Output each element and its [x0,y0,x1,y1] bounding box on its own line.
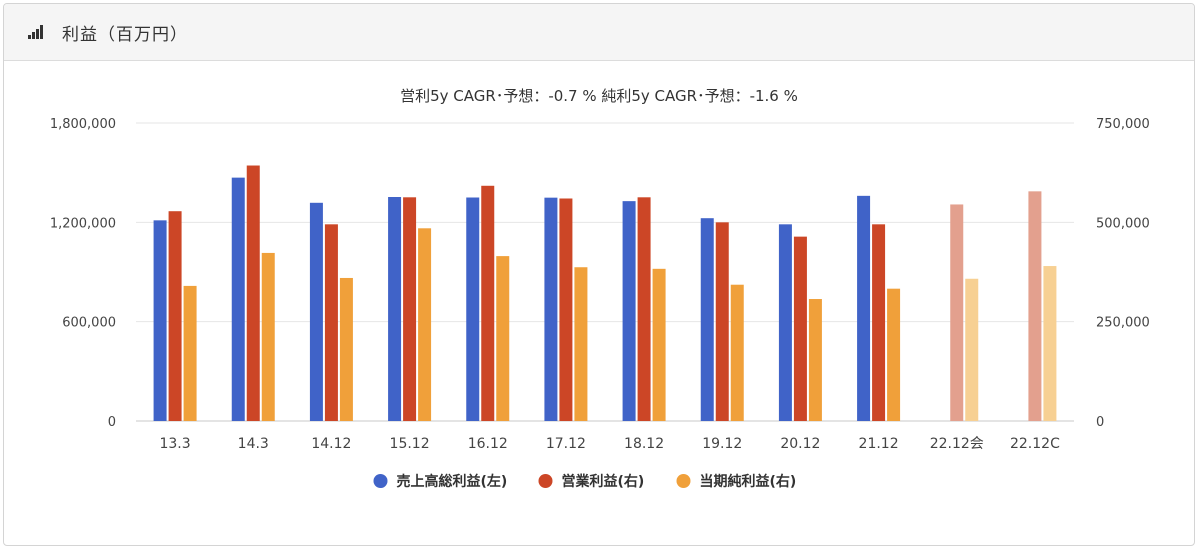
left-tick-label: 0 [108,415,116,430]
left-tick-label: 600,000 [62,316,116,331]
bar [1043,266,1057,421]
x-tick-label: 17.12 [546,436,586,452]
x-tick-label: 13.3 [159,436,190,452]
bar [574,267,588,421]
bar [1028,191,1042,421]
x-tick-label: 22.12会 [930,436,984,452]
bar [793,236,807,421]
left-tick-label: 1,200,000 [50,216,116,231]
bar [496,256,510,421]
bar [637,197,651,421]
chart-title: 営利5y CAGR･予想：-0.7 % 純利5y CAGR･予想：-1.6 % [400,87,798,105]
panel-title: 利益（百万円） [62,24,188,45]
bar [622,201,636,421]
right-tick-label: 0 [1096,415,1104,430]
right-tick-label: 500,000 [1096,216,1150,231]
bar [388,197,402,421]
bar [950,204,964,421]
bar [324,224,338,421]
bar [481,185,495,421]
bar [183,285,197,421]
bar [872,224,886,421]
x-tick-label: 18.12 [624,436,664,452]
bar [339,277,353,421]
profit-panel: 利益（百万円） 営利5y CAGR･予想：-0.7 % 純利5y CAGR･予想… [3,3,1195,546]
bar [559,198,573,421]
x-tick-label: 22.12C [1010,436,1060,452]
bar [778,224,792,421]
bar [153,220,167,421]
bar [887,288,901,421]
bar [418,228,432,421]
right-tick-label: 250,000 [1096,316,1150,331]
x-tick-label: 15.12 [390,436,430,452]
panel-header: 利益（百万円） [4,4,1194,61]
legend-marker[interactable] [538,474,553,488]
bar [700,218,714,421]
bar [168,211,182,421]
bar [965,278,979,421]
bar-chart-icon [28,25,44,39]
left-tick-label: 1,800,000 [50,117,116,132]
x-tick-label: 20.12 [780,436,820,452]
bar [652,268,666,421]
bar [857,195,871,421]
right-tick-label: 750,000 [1096,117,1150,132]
bar [466,197,480,421]
bar [544,197,558,421]
legend-label: 営業利益(右) [562,473,645,490]
bar [231,177,245,421]
x-tick-label: 14.12 [311,436,351,452]
profit-chart: 営利5y CAGR･予想：-0.7 % 純利5y CAGR･予想：-1.6 % 0… [50,87,1150,490]
legend-marker[interactable] [373,474,388,488]
bar [715,222,729,421]
legend-label: 当期純利益(右) [700,473,797,490]
x-tick-label: 21.12 [859,436,899,452]
bar [808,299,822,421]
x-tick-label: 14.3 [238,436,269,452]
legend-label: 売上高総利益(左) [397,473,508,490]
bar [309,202,323,421]
bar [246,165,260,421]
legend-marker[interactable] [676,474,691,488]
bar [403,197,417,421]
bar [730,284,744,421]
x-tick-label: 16.12 [468,436,508,452]
bar [261,252,275,421]
x-tick-label: 19.12 [702,436,742,452]
